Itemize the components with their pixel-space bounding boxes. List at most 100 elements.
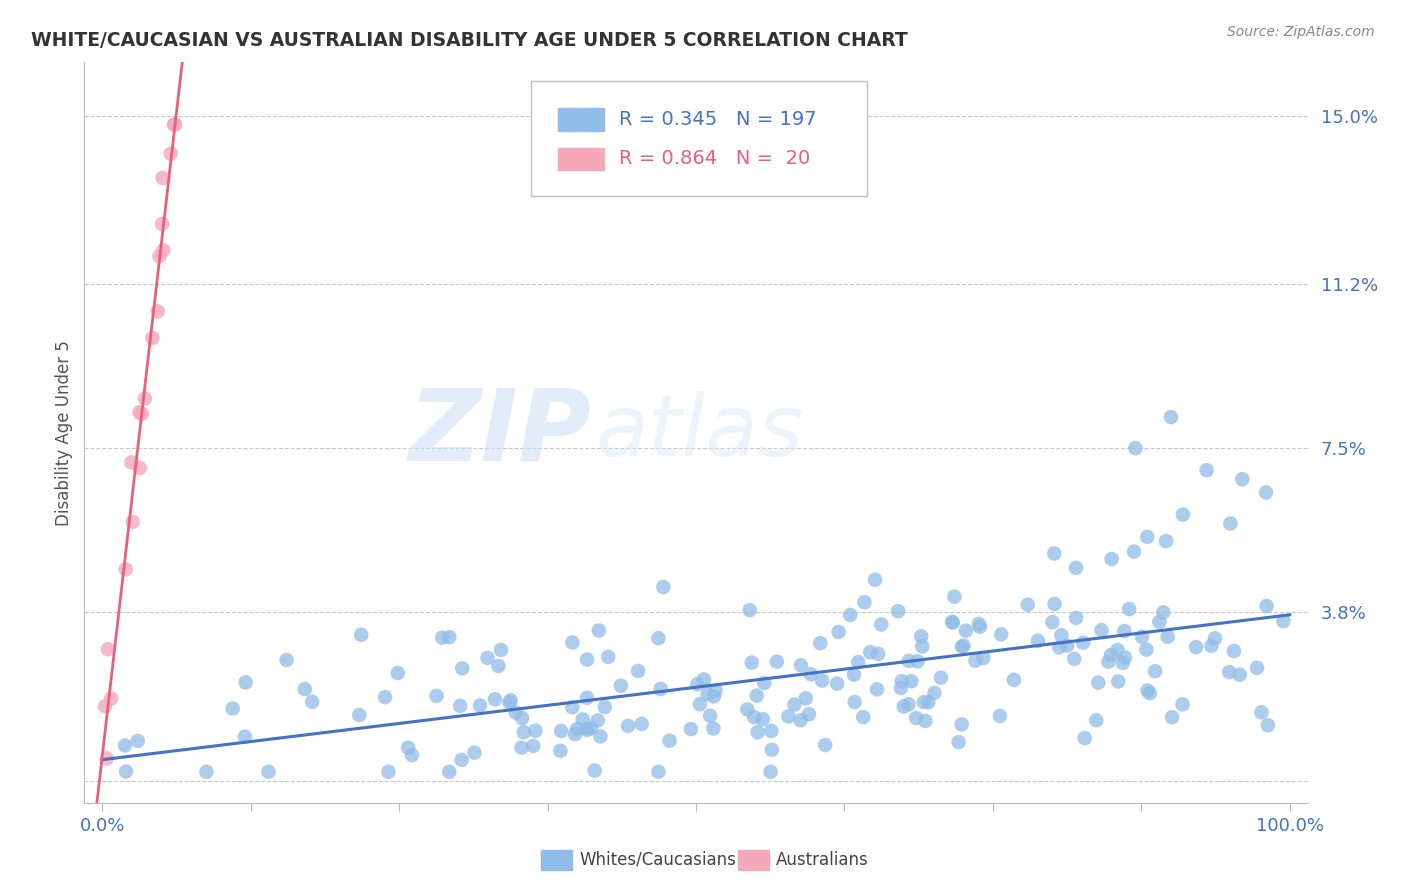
Point <box>1161 710 1184 724</box>
Point <box>276 653 298 667</box>
Point <box>1257 718 1279 732</box>
Point <box>1064 611 1087 625</box>
Point <box>451 661 474 675</box>
Point <box>1152 606 1174 620</box>
Point <box>301 695 323 709</box>
Point <box>1087 675 1109 690</box>
Point <box>789 713 811 727</box>
Point <box>152 170 174 185</box>
Point <box>163 118 186 132</box>
Point <box>134 392 156 406</box>
Point <box>754 676 776 690</box>
Point <box>1232 472 1254 486</box>
Point <box>499 693 522 707</box>
Point <box>468 698 491 713</box>
Point <box>583 764 606 778</box>
Point <box>924 686 946 700</box>
Point <box>1246 661 1268 675</box>
Point <box>131 407 153 421</box>
Point <box>1171 508 1194 522</box>
Point <box>350 628 373 642</box>
Point <box>797 707 820 722</box>
Point <box>897 654 920 668</box>
Point <box>1256 599 1278 613</box>
Point <box>1017 598 1039 612</box>
Point <box>890 681 912 695</box>
Text: R = 0.864   N =  20: R = 0.864 N = 20 <box>619 149 810 169</box>
Point <box>990 627 1012 641</box>
Point <box>811 673 834 688</box>
Point <box>550 724 572 739</box>
Point <box>686 677 709 691</box>
Point <box>1144 664 1167 678</box>
Point <box>576 652 599 666</box>
Point <box>148 249 170 263</box>
Point <box>955 624 977 638</box>
Point <box>572 713 595 727</box>
Point <box>598 649 620 664</box>
Point <box>1223 644 1246 658</box>
Point <box>505 706 527 720</box>
Point <box>650 681 672 696</box>
Point <box>1050 628 1073 642</box>
Point <box>630 716 652 731</box>
Point <box>887 604 910 618</box>
Point <box>486 659 509 673</box>
Point <box>1097 655 1119 669</box>
Point <box>128 405 150 419</box>
Point <box>233 730 256 744</box>
Point <box>900 674 922 689</box>
Point <box>146 304 169 318</box>
Point <box>561 635 583 649</box>
Point <box>647 631 669 645</box>
Point <box>1201 639 1223 653</box>
Point <box>121 515 143 529</box>
Point <box>565 722 588 736</box>
Point <box>127 734 149 748</box>
Point <box>778 709 800 723</box>
Bar <box>558 147 605 169</box>
Point <box>704 683 727 698</box>
Point <box>439 630 461 644</box>
Text: Whites/Caucasians: Whites/Caucasians <box>579 851 737 869</box>
Point <box>1156 630 1178 644</box>
Point <box>969 620 991 634</box>
Point <box>846 655 869 669</box>
Point <box>943 590 966 604</box>
Point <box>761 743 783 757</box>
Point <box>575 722 598 736</box>
Point <box>195 764 218 779</box>
Point <box>967 617 990 632</box>
Point <box>1056 639 1078 653</box>
Point <box>783 698 806 712</box>
Point <box>510 711 533 725</box>
Point <box>96 751 118 765</box>
Point <box>150 217 173 231</box>
Point <box>97 642 120 657</box>
Point <box>897 698 920 712</box>
Point <box>1219 516 1241 531</box>
Point <box>94 699 117 714</box>
Point <box>658 733 681 747</box>
Text: WHITE/CAUCASIAN VS AUSTRALIAN DISABILITY AGE UNDER 5 CORRELATION CHART: WHITE/CAUCASIAN VS AUSTRALIAN DISABILITY… <box>31 31 908 50</box>
Point <box>868 647 890 661</box>
Point <box>863 573 886 587</box>
Point <box>911 640 934 654</box>
Point <box>1090 623 1112 637</box>
Point <box>1136 683 1159 698</box>
Point <box>766 655 789 669</box>
Point <box>808 636 831 650</box>
Point <box>1047 640 1070 655</box>
Point <box>627 664 650 678</box>
Point <box>100 691 122 706</box>
Point <box>387 665 409 680</box>
Point <box>950 640 973 654</box>
Point <box>377 764 399 779</box>
Point <box>498 696 520 710</box>
Point <box>1171 698 1194 712</box>
Point <box>1154 534 1177 549</box>
Point <box>1107 643 1129 657</box>
Point <box>1101 552 1123 566</box>
Point <box>1185 640 1208 654</box>
Point <box>522 739 544 753</box>
